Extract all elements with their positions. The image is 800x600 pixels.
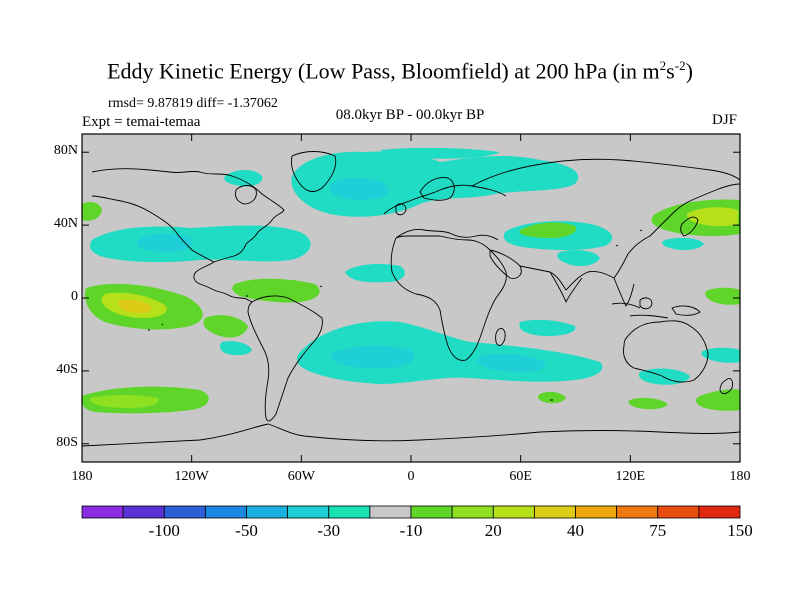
- stats-label: rmsd= 9.87819 diff= -1.37062: [108, 96, 278, 111]
- coast-madagascar: [495, 327, 506, 346]
- experiment-label: Expt = temai-temaa: [82, 114, 201, 130]
- axis-ticks: [81, 134, 741, 462]
- colorbar-label: 40: [567, 521, 584, 540]
- x-tick-label: 60E: [509, 469, 532, 484]
- contour-north-pacific: [90, 225, 311, 263]
- colorbar-label: 75: [649, 521, 667, 540]
- colorbar-swatch: [204, 505, 247, 519]
- colorbar-swatch: [616, 505, 659, 519]
- contour-tasman: [701, 347, 740, 363]
- colorbar-swatch: [533, 505, 576, 519]
- chart-title: Eddy Kinetic Energy (Low Pass, Bloomfiel…: [107, 58, 693, 84]
- y-tick-label: 40N: [53, 216, 78, 232]
- coast-india: [549, 271, 583, 303]
- contour-arctic-strip: [380, 147, 500, 159]
- colorbar-label: -10: [399, 521, 423, 540]
- contour-north-atlantic: [291, 151, 579, 217]
- contour-tropical-atlantic: [232, 278, 320, 303]
- period-label: 08.0kyr BP - 00.0kyr BP: [335, 107, 485, 123]
- x-tick-label: 60W: [287, 469, 315, 484]
- x-tick-label: 120W: [174, 469, 209, 484]
- coast-asia: [471, 158, 740, 291]
- contour-southern-east-green: [695, 389, 740, 411]
- colorbar-label: -30: [317, 521, 341, 540]
- coastlines: [82, 151, 740, 447]
- colorbar-label: 150: [727, 521, 753, 540]
- coast-arabia: [489, 249, 522, 279]
- y-tick-label: 0: [71, 289, 78, 304]
- contour-nw-pacific-core: [686, 207, 738, 227]
- colorbar-swatch: [575, 505, 618, 519]
- colorbar-swatch: [657, 505, 700, 519]
- contour-north-pacific-core: [136, 233, 193, 252]
- contour-north-atlantic-core: [329, 178, 389, 200]
- colorbar-swatch: [451, 505, 494, 519]
- contour-europe-green: [82, 202, 102, 221]
- y-tick-label: 40S: [56, 361, 78, 377]
- colorbar-label: -100: [148, 521, 180, 540]
- coast-hudson-bay: [235, 185, 257, 205]
- contour-asian-jet-green: [519, 222, 577, 238]
- coast-japan: [680, 216, 699, 237]
- contour-se-pacific: [203, 315, 248, 338]
- coast-islands: [148, 229, 643, 401]
- coast-north-america: [91, 168, 285, 303]
- contour-asian-jet-east: [557, 250, 600, 266]
- y-tick-label: 80S: [56, 434, 78, 450]
- coast-antarctica: [82, 423, 740, 447]
- contour-southern-atlantic-green: [537, 391, 566, 404]
- x-tick-label: 180: [71, 469, 93, 484]
- colorbar-swatch: [163, 505, 206, 519]
- contour-subtropical-atlantic: [345, 264, 405, 283]
- colorbar-label: 20: [484, 521, 502, 540]
- colorbar-swatch: [122, 505, 165, 519]
- colorbar: [81, 505, 741, 519]
- coast-scandinavia: [419, 177, 455, 201]
- y-tick-label: 80N: [53, 143, 78, 159]
- x-tick-label: 0: [407, 469, 415, 484]
- coast-europe: [383, 184, 507, 241]
- colorbar-swatch: [369, 505, 412, 519]
- colorbar-swatch: [698, 505, 741, 519]
- contour-indian-tropical-cyan: [519, 319, 576, 336]
- contour-tropical-pacific-core: [118, 299, 152, 314]
- contour-west-pacific-green: [705, 287, 740, 305]
- colorbar-swatch: [81, 505, 124, 519]
- coast-australia: [623, 320, 709, 383]
- contour-southern-pacific-green2: [90, 395, 159, 408]
- contour-southern-atlantic-core: [331, 345, 414, 369]
- colorbar-swatch: [246, 505, 289, 519]
- x-tick-label: 180: [729, 469, 751, 484]
- colorbar-swatch: [410, 505, 453, 519]
- coast-se-asia: [613, 277, 635, 307]
- coast-britain: [395, 203, 407, 216]
- coast-new-zealand: [719, 377, 733, 395]
- contour-se-pacific-cyan: [220, 341, 252, 356]
- colorbar-swatch: [328, 505, 371, 519]
- coast-greenland: [291, 151, 337, 192]
- colorbar-label: -50: [235, 521, 258, 540]
- coast-africa: [390, 235, 507, 361]
- coast-new-guinea: [671, 305, 701, 316]
- coast-south-america: [247, 295, 323, 422]
- x-tick-label: 120E: [615, 469, 646, 484]
- contour-southern-indian-green: [628, 397, 668, 410]
- colorbar-swatch: [287, 505, 330, 519]
- season-label: DJF: [712, 112, 738, 128]
- coast-indonesia: [611, 297, 669, 319]
- contour-southern-indian-core: [477, 354, 546, 373]
- colorbar-swatch: [492, 505, 535, 519]
- contour-nw-pacific-cyan: [662, 237, 704, 251]
- contour-hudson: [224, 170, 263, 187]
